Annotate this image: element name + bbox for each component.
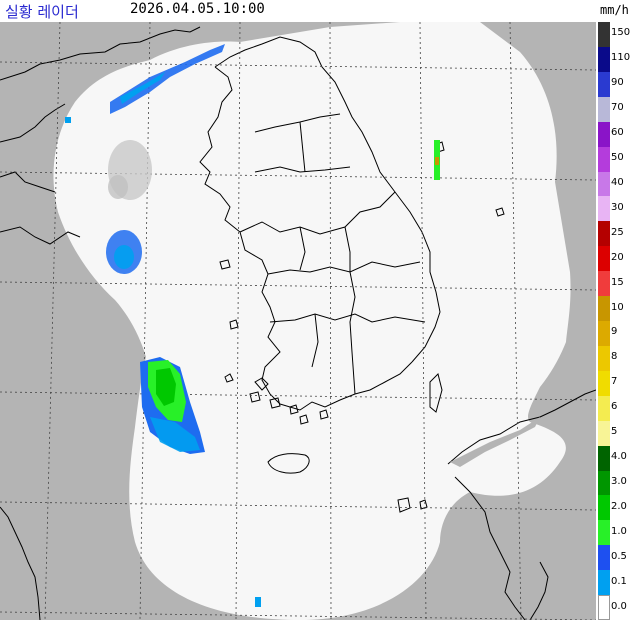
legend-label: 15 xyxy=(611,276,624,288)
legend-swatch xyxy=(598,22,610,47)
legend-swatch xyxy=(598,470,610,496)
radar-echoes xyxy=(65,44,540,607)
legend-swatch xyxy=(598,171,610,197)
legend-swatch xyxy=(598,595,610,620)
legend-swatch xyxy=(598,545,610,571)
legend-label: 90 xyxy=(611,77,624,89)
legend-swatch xyxy=(598,445,610,471)
radar-map[interactable] xyxy=(0,22,596,620)
legend-label: 0.1 xyxy=(611,575,627,587)
legend-label: 9 xyxy=(611,326,618,338)
legend-label: 0.5 xyxy=(611,550,627,562)
legend-label: 3.0 xyxy=(611,475,627,487)
legend-swatch xyxy=(598,395,610,421)
coastlines xyxy=(0,26,596,620)
legend-swatch xyxy=(598,296,610,322)
legend-swatch xyxy=(598,321,610,346)
legend-label: 20 xyxy=(611,251,624,263)
legend-swatch xyxy=(598,420,610,446)
precipitation-legend: 150 110 90 70 60 50 40 30 25 20 15 10 9 8 7 6 5 4.0 3.0 2.0… xyxy=(598,22,635,620)
radar-coverage-area xyxy=(53,22,571,620)
legend-swatch xyxy=(598,71,610,97)
legend-label: 0.0 xyxy=(611,600,627,612)
legend-swatch xyxy=(598,246,610,272)
echo-south xyxy=(255,597,261,607)
legend-label: 50 xyxy=(611,152,624,164)
legend-swatch xyxy=(598,146,610,172)
legend-label: 8 xyxy=(611,351,618,363)
legend-unit: mm/h xyxy=(600,3,629,17)
legend-swatch xyxy=(598,520,610,546)
legend-label: 4.0 xyxy=(611,451,627,463)
grid-lines xyxy=(0,22,596,620)
legend-label: 30 xyxy=(611,201,624,213)
legend-label: 150 xyxy=(611,27,631,39)
legend-label: 1.0 xyxy=(611,525,627,537)
observation-time: 2026.04.05.10:00 xyxy=(130,1,265,17)
legend-label: 5 xyxy=(611,426,618,438)
legend-label: 70 xyxy=(611,102,624,114)
echo-northwest-sea xyxy=(110,44,225,114)
legend-swatch xyxy=(598,570,610,596)
legend-swatch xyxy=(598,96,610,122)
legend-label: 60 xyxy=(611,127,624,139)
legend-swatch xyxy=(598,46,610,72)
legend-label: 40 xyxy=(611,176,624,188)
legend-swatch xyxy=(598,345,610,371)
legend-label: 10 xyxy=(611,301,624,313)
legend-swatch xyxy=(598,271,610,297)
header-bar: 실황 레이더 2026.04.05.10:00 mm/h xyxy=(0,0,635,22)
legend-swatch xyxy=(598,121,610,147)
legend-swatch xyxy=(598,370,610,396)
legend-swatch xyxy=(598,196,610,222)
legend-label: 2.0 xyxy=(611,500,627,512)
legend-label: 6 xyxy=(611,401,618,413)
southwest-coast xyxy=(0,506,41,620)
legend-swatch xyxy=(598,495,610,521)
page-title: 실황 레이더 xyxy=(5,3,79,21)
legend-label: 25 xyxy=(611,226,624,238)
legend-label: 110 xyxy=(611,52,631,64)
legend-label: 7 xyxy=(611,376,618,388)
legend-swatch xyxy=(598,221,610,247)
